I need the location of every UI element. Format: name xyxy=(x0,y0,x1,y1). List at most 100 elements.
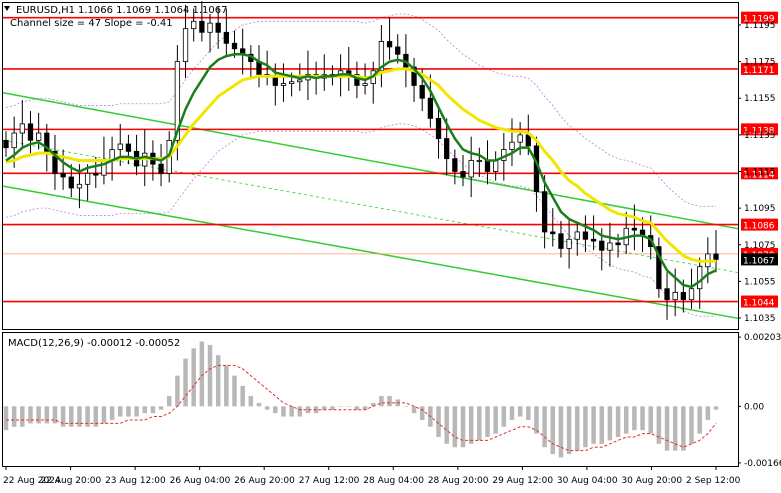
macd-histogram-bar xyxy=(232,375,237,407)
candle-bear xyxy=(444,138,450,160)
candle-bear xyxy=(3,139,9,149)
time-tick-label: 2 Sep 12:00 xyxy=(686,476,741,486)
candle-bear xyxy=(354,74,360,86)
candle-bear xyxy=(452,158,458,172)
candle-bear xyxy=(27,123,34,141)
candle-bear xyxy=(419,85,425,99)
macd-histogram-bar xyxy=(199,341,205,407)
price-tick-label: 1.1035 xyxy=(744,314,776,324)
macd-histogram-bar xyxy=(166,396,172,407)
level-label: 1.1114 xyxy=(743,170,775,180)
macd-histogram-bar xyxy=(289,406,294,417)
macd-histogram-bar xyxy=(322,406,327,410)
macd-histogram-bar xyxy=(460,406,466,448)
macd-histogram-bar xyxy=(648,406,653,434)
candle-bear xyxy=(52,150,58,174)
macd-histogram-bar xyxy=(36,406,41,424)
candle-bear xyxy=(395,46,401,55)
candle-bear xyxy=(223,31,229,44)
level-label: 1.1138 xyxy=(743,126,775,136)
candle-bull xyxy=(11,132,17,149)
price-tick-label: 1.1195 xyxy=(744,21,776,31)
macd-histogram-bar xyxy=(354,406,360,410)
macd-histogram-bar xyxy=(493,406,498,434)
macd-histogram-bar xyxy=(158,406,164,410)
macd-histogram-bar xyxy=(477,406,482,441)
macd-histogram-bar xyxy=(215,355,221,407)
macd-histogram-bar xyxy=(338,406,343,407)
macd-histogram-bar xyxy=(142,406,147,414)
candle-bull xyxy=(207,22,213,33)
candle-bear xyxy=(199,20,205,33)
macd-histogram-bar xyxy=(175,375,180,407)
price-tick-label: 1.1095 xyxy=(744,204,776,214)
time-tick-label: 29 Aug 12:00 xyxy=(492,476,553,486)
candle-bear xyxy=(615,242,621,246)
macd-histogram-bar xyxy=(134,406,139,417)
macd-histogram-bar xyxy=(689,406,694,444)
current-price-box xyxy=(741,253,778,266)
macd-histogram-bar xyxy=(550,406,556,455)
candle-bull xyxy=(476,160,482,162)
candle-bear xyxy=(460,171,466,178)
macd-histogram-bar xyxy=(191,348,196,407)
candle-bear xyxy=(550,231,556,235)
macd-histogram-bar xyxy=(583,406,588,448)
ohlc-header: 1.1066 1.1069 1.1064 1.1067 xyxy=(78,5,228,16)
macd-histogram-bar xyxy=(501,406,507,427)
candle-bear xyxy=(590,238,597,242)
macd-histogram-bar xyxy=(591,406,596,444)
price-tick-label: 1.1055 xyxy=(744,277,776,287)
time-tick-label: 26 Aug 20:00 xyxy=(234,476,295,486)
macd-histogram-bar xyxy=(387,396,392,407)
channel-info: Channel size = 47 Slope = -0.41 xyxy=(10,18,173,29)
macd-histogram-bar xyxy=(640,406,645,431)
macd-histogram-bar xyxy=(11,406,17,427)
price-axis: 1.1195 1.1175 1.1155 1.1135 1.1115 1.1095 1.10… xyxy=(738,21,776,324)
candle-bear xyxy=(435,117,442,139)
candle-bull xyxy=(509,141,515,150)
candle-bear xyxy=(541,191,548,233)
candle-bear xyxy=(93,172,99,176)
macd-histogram-bar xyxy=(93,406,99,427)
candle-bear xyxy=(631,227,638,231)
price-tick-label: 1.1175 xyxy=(744,58,776,68)
macd-histogram-bar xyxy=(599,406,604,444)
macd-header: MACD(12,26,9) -0.00012 -0.00052 xyxy=(8,338,180,349)
macd-histogram-bar xyxy=(44,406,50,424)
price-tick-label: 1.1135 xyxy=(744,131,776,141)
macd-histogram-bar xyxy=(77,406,82,427)
macd-histogram-bar xyxy=(52,406,58,424)
candle-bear xyxy=(680,291,687,301)
macd-histogram-bar xyxy=(150,406,156,414)
macd-histogram-bar xyxy=(346,406,352,407)
macd-histogram-bar xyxy=(28,406,33,424)
envelope-lines xyxy=(5,13,716,317)
candle-bull xyxy=(19,123,25,134)
candle-bear xyxy=(158,163,164,174)
price-tick-label: 1.1115 xyxy=(744,167,776,177)
main-plot-frame xyxy=(2,2,739,330)
macd-histogram-bar xyxy=(370,402,376,407)
macd-histogram-bar xyxy=(681,406,686,451)
time-tick-label: 28 Aug 04:00 xyxy=(363,476,424,486)
macd-histogram-bar xyxy=(411,406,417,414)
horizontal-levels: 1.1199 1.1171 1.1138 1.1114 1.1086 1.1044 1.10… xyxy=(3,11,778,309)
candle-bear xyxy=(599,240,605,251)
candle-bear xyxy=(215,22,221,33)
macd-histogram-bar xyxy=(566,406,572,455)
candle-bear xyxy=(44,132,50,152)
time-tick-label: 28 Aug 20:00 xyxy=(428,476,489,486)
ma-fast-line xyxy=(5,53,717,289)
level-label: 1.1044 xyxy=(743,299,775,309)
collapse-triangle-icon[interactable] xyxy=(4,6,10,11)
macd-histogram-bar xyxy=(705,406,711,420)
level-label: 1.1199 xyxy=(743,15,775,25)
macd-histogram-bar xyxy=(558,406,564,458)
macd-histogram-bar xyxy=(273,406,278,414)
channel-lower-line xyxy=(2,185,739,320)
candle-bear xyxy=(411,66,417,86)
regression-channel xyxy=(2,92,739,320)
candle-bull xyxy=(191,20,197,30)
